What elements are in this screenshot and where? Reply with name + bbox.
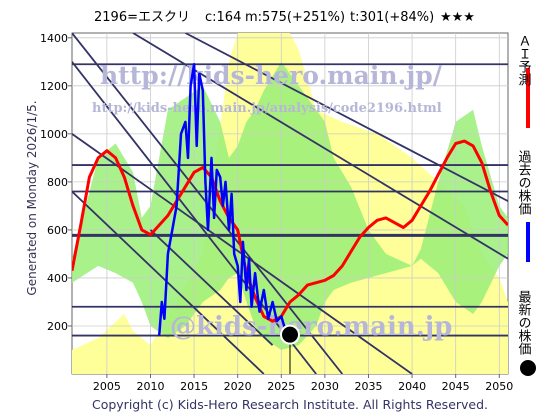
x-tick-label: 2050 <box>485 380 513 393</box>
past-price-line <box>157 62 291 336</box>
y-tick-label: 1200 <box>40 80 68 93</box>
y-tick-label: 400 <box>47 272 68 285</box>
header-code-name: 2196=エスクリ <box>94 10 190 25</box>
x-tick-label: 2035 <box>354 380 382 393</box>
x-axis-ticks: 2005 2010 2015 2020 2025 2030 2035 2040 2045 2050 <box>93 374 513 393</box>
header-top-target: t:301(+84%) <box>350 10 434 25</box>
y-tick-label: 600 <box>47 224 68 237</box>
x-tick-label: 2010 <box>136 380 164 393</box>
y-tick-label: 200 <box>47 320 68 333</box>
ai-forecast-line <box>72 139 508 323</box>
watermark-main: http://kids-hero.main.jp/ <box>100 61 443 90</box>
latest-price-legend-label: 最新の株価 <box>516 290 532 355</box>
watermark-bottom: @kids-hero.main.jp <box>170 312 452 342</box>
copyright-footer: Copyright (c) Kids-Hero Research Institu… <box>92 397 488 412</box>
latest-price-legend-swatch <box>520 360 536 376</box>
ai-forecast-legend-label: ＡＩ予測 <box>516 34 532 86</box>
x-tick-label: 2025 <box>267 380 295 393</box>
past-price-legend-label: 過去の株価 <box>516 150 532 215</box>
watermark-sub: http://kids-hero.main.jp/analysis/code21… <box>92 101 442 116</box>
x-tick-label: 2045 <box>442 380 470 393</box>
y-tick-label: 800 <box>47 176 68 189</box>
y-tick-label: 1400 <box>40 32 68 45</box>
trend-line <box>72 190 265 374</box>
trend-line <box>72 61 317 374</box>
x-tick-label: 2020 <box>224 380 252 393</box>
header-rating: ★★★ <box>440 10 475 25</box>
y-tick-label: 1000 <box>40 128 68 141</box>
latest-price-marker <box>280 324 300 345</box>
x-tick-label: 2040 <box>398 380 426 393</box>
generated-date-label: Generated on Monday 2026/1/5. <box>25 100 39 295</box>
x-tick-label: 2015 <box>180 380 208 393</box>
header-current-price: c:164 <box>205 10 241 25</box>
header-min-target: m:575(+251%) <box>245 10 345 25</box>
y-axis-ticks: 200 400 600 800 1000 1200 1400 <box>40 32 72 333</box>
x-tick-label: 2005 <box>93 380 121 393</box>
x-tick-label: 2030 <box>311 380 339 393</box>
trend-line <box>184 33 508 202</box>
trend-line <box>149 229 274 346</box>
